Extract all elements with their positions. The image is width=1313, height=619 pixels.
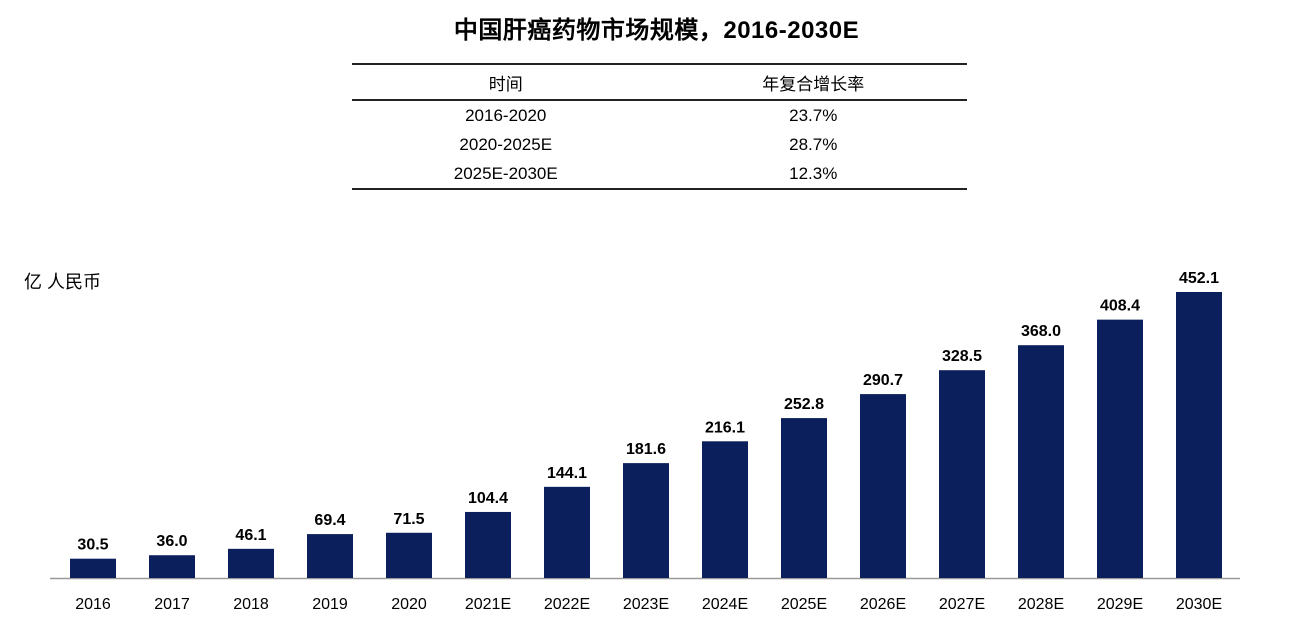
x-tick-label: 2030E (1176, 596, 1222, 613)
bar (386, 532, 432, 578)
bar-value-label: 290.7 (863, 372, 903, 389)
bar (307, 534, 353, 578)
bar-value-label: 452.1 (1179, 270, 1219, 287)
bar (465, 511, 511, 578)
chart-title: 中国肝癌药物市场规模，2016-2030E (453, 17, 860, 44)
x-tick-label: 2016 (75, 596, 111, 613)
bar (860, 394, 906, 578)
cagr-table: 时间 年复合增长率 2016-2020 23.7% 2020-2025E 28.… (352, 63, 967, 190)
bar-value-label: 30.5 (77, 537, 108, 554)
bar-value-label: 328.5 (942, 348, 982, 365)
x-tick-label: 2023E (623, 596, 669, 613)
x-tick-label: 2028E (1018, 596, 1064, 613)
bar-value-label: 216.1 (705, 419, 745, 436)
cagr-rate: 12.3% (659, 159, 967, 190)
cagr-header-rate: 年复合增长率 (659, 63, 967, 101)
bar (149, 555, 195, 578)
bar-value-label: 71.5 (393, 511, 424, 528)
x-tick-label: 2029E (1097, 596, 1143, 613)
x-tick-label: 2019 (312, 596, 348, 613)
table-row: 2025E-2030E 12.3% (352, 159, 967, 190)
bar (228, 548, 274, 578)
bar-value-label: 36.0 (156, 533, 187, 550)
bar-value-label: 104.4 (468, 490, 508, 507)
table-row: 2020-2025E 28.7% (352, 130, 967, 159)
y-axis-unit-label: 亿 人民币 (24, 272, 102, 292)
bar-value-label: 69.4 (314, 512, 345, 529)
bar-value-label: 46.1 (235, 527, 266, 544)
cagr-period: 2016-2020 (465, 105, 547, 125)
x-tick-label: 2024E (702, 596, 748, 613)
bar-value-label: 368.0 (1021, 323, 1061, 340)
bar-value-label: 408.4 (1100, 298, 1140, 315)
bar (702, 441, 748, 578)
x-tick-label: 2021E (465, 596, 511, 613)
table-row: 2016-2020 23.7% (352, 100, 967, 130)
cagr-table-header-row: 时间 年复合增长率 (352, 63, 967, 101)
x-tick-label: 2025E (781, 596, 827, 613)
bar (1018, 345, 1064, 578)
bar (1176, 292, 1222, 578)
x-tick-label: 2017 (154, 596, 190, 613)
bar (70, 558, 116, 578)
bar-value-label: 252.8 (784, 396, 824, 413)
cagr-rate: 23.7% (789, 105, 838, 125)
bar (544, 486, 590, 578)
bar (1097, 319, 1143, 578)
x-tick-label: 2018 (233, 596, 269, 613)
x-tick-label: 2027E (939, 596, 985, 613)
bar-value-label: 144.1 (547, 465, 587, 482)
cagr-header-period: 时间 (352, 63, 660, 101)
bar (939, 370, 985, 578)
cagr-period: 2020-2025E (459, 134, 553, 154)
x-tick-label: 2026E (860, 596, 906, 613)
bar (623, 463, 669, 578)
cagr-period: 2025E-2030E (352, 159, 660, 190)
x-tick-label: 2020 (391, 596, 427, 613)
bar (781, 418, 827, 578)
x-tick-label: 2022E (544, 596, 590, 613)
bar-value-label: 181.6 (626, 441, 666, 458)
cagr-rate: 28.7% (789, 134, 838, 154)
